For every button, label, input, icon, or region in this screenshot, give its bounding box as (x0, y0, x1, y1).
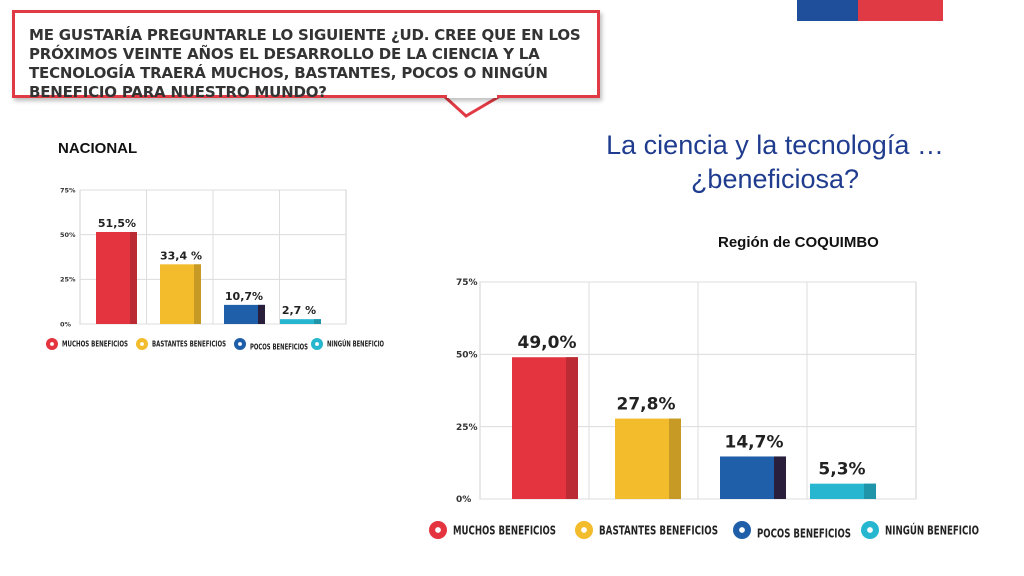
bar-4 (280, 319, 321, 324)
data-label-3: 14,7% (725, 432, 784, 452)
bar-side-2 (669, 418, 681, 499)
main-title-line1: La ciencia y la tecnología … (606, 130, 944, 160)
bar-side-2 (194, 264, 201, 324)
label-region: Región de COQUIMBO (718, 234, 879, 251)
legend-marker-dot-3 (238, 342, 242, 346)
bar-side-4 (314, 319, 321, 324)
question-bubble: ME GUSTARÍA PREGUNTARLE LO SIGUIENTE ¿UD… (12, 10, 600, 101)
legend-marker-dot-1 (435, 527, 441, 533)
data-label-1: 49,0% (518, 333, 577, 353)
legend-label-4: NINGÚN BENEFICIO (327, 340, 384, 349)
legend-marker-dot-2 (581, 527, 587, 533)
data-label-4: 2,7 % (282, 304, 316, 317)
y-tick-label: 50% (456, 350, 478, 360)
y-tick-label: 25% (60, 276, 76, 284)
y-tick-label: 25% (456, 423, 478, 433)
legend-label-2: BASTANTES BENEFICIOS (599, 523, 718, 537)
question-text: ME GUSTARÍA PREGUNTARLE LO SIGUIENTE ¿UD… (29, 26, 581, 101)
main-title: La ciencia y la tecnología … ¿beneficios… (540, 128, 1010, 196)
flag-blue-stripe (797, 0, 858, 21)
bar-side-3 (258, 304, 265, 324)
bar-side-1 (566, 357, 578, 499)
y-tick-label: 0% (60, 320, 72, 328)
data-label-3: 10,7% (225, 290, 263, 303)
data-label-1: 51,5% (98, 217, 136, 230)
legend-marker-dot-4 (315, 342, 319, 346)
legend-marker-dot-3 (739, 527, 745, 533)
y-tick-label: 75% (60, 186, 76, 194)
legend-label-1: MUCHOS BENEFICIOS (453, 523, 556, 537)
bar-4 (810, 483, 876, 499)
legend-label-3: POCOS BENEFICIOS (757, 526, 851, 540)
data-label-2: 27,8% (617, 395, 676, 415)
label-nacional: NACIONAL (58, 140, 138, 157)
legend-label-4: NINGÚN BENEFICIO (885, 522, 979, 537)
y-tick-label: 75% (456, 278, 478, 288)
legend-label-1: MUCHOS BENEFICIOS (62, 340, 128, 349)
legend-marker-dot-2 (140, 342, 144, 346)
legend-marker-dot-4 (867, 527, 873, 533)
legend-label-2: BASTANTES BENEFICIOS (152, 340, 226, 349)
flag-red-stripe (858, 0, 943, 21)
bar-side-4 (864, 483, 876, 499)
legend-marker-dot-1 (50, 342, 54, 346)
data-label-4: 5,3% (818, 460, 865, 480)
bar-side-1 (130, 231, 137, 324)
y-tick-label: 0% (456, 495, 471, 505)
main-title-line2: ¿beneficiosa? (690, 164, 860, 194)
legend-label-3: POCOS BENEFICIOS (250, 343, 308, 352)
bar-3 (224, 304, 265, 324)
bar-side-3 (774, 456, 786, 499)
data-label-2: 33,4 % (160, 249, 202, 262)
y-tick-label: 50% (60, 231, 76, 239)
